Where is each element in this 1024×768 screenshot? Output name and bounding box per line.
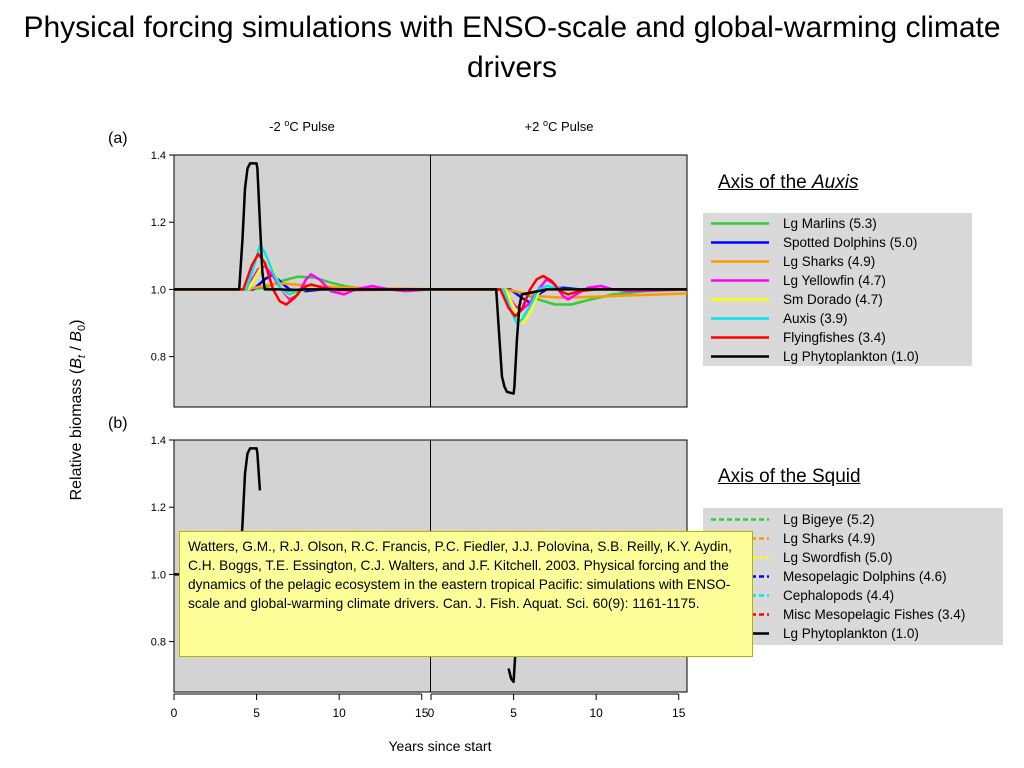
x-axis-title: Years since start [389,738,492,754]
x-tick-label: 5 [510,706,517,720]
panel-label: (b) [108,415,128,432]
legend-swatch [711,336,769,339]
panel-label: (a) [108,130,128,147]
legend-label: Lg Marlins (5.3) [783,216,877,231]
series-line [507,641,518,684]
legend-label: Flyingfishes (3.4) [783,330,886,345]
legend-label: Auxis (3.9) [783,311,848,326]
legend-entry: Lg Bigeye (5.2) [703,510,1003,529]
legend-label: Sm Dorado (4.7) [783,292,883,307]
legend-label: Lg Swordfish (5.0) [783,550,893,565]
y-tick-label: 1.2 [151,217,166,229]
legend-swatch [711,222,769,225]
legend-swatch [711,260,769,263]
y-tick-label: 1.4 [151,150,166,162]
citation-box: Watters, G.M., R.J. Olson, R.C. Francis,… [179,531,753,657]
legend-label: Lg Yellowfin (4.7) [783,273,886,288]
y-tick-label: 0.8 [151,352,166,364]
legend-label: Lg Phytoplankton (1.0) [783,626,919,641]
legend-label: Lg Sharks (4.9) [783,254,876,269]
legend-label: Lg Bigeye (5.2) [783,512,875,527]
x-tick-label: 0 [428,706,435,720]
y-tick-label: 1.0 [151,569,166,581]
legend-a-heading: Axis of the Auxis [718,172,859,193]
x-tick-label: 10 [332,706,346,720]
legend-swatch [711,241,769,244]
legend-entry: Sm Dorado (4.7) [703,290,1003,309]
y-tick-label: 1.0 [151,284,166,296]
panel-background [431,155,687,407]
legend-entry: Spotted Dolphins (5.0) [703,233,1003,252]
legend-label: Lg Sharks (4.9) [783,531,876,546]
legend-label: Misc Mesopelagic Fishes (3.4) [783,607,966,622]
series-line [174,252,431,306]
legend-entry: Lg Marlins (5.3) [703,214,1003,233]
legend-swatch [711,279,769,282]
legend-entry: Auxis (3.9) [703,309,1003,328]
legend-label: Cephalopods (4.4) [783,588,895,603]
y-tick-label: 1.4 [151,435,166,447]
x-tick-label: 0 [171,706,178,720]
series-line [431,274,687,318]
x-tick-label: 15 [672,706,686,720]
x-tick-label: 5 [253,706,260,720]
series-line [431,288,688,300]
column-title: -2 oC Pulse [269,118,335,134]
legend-swatch [711,518,769,521]
y-axis-title: Relative biomass (Bt / B0) [68,320,88,501]
legend-swatch [711,317,769,320]
x-tick-label: 10 [589,706,603,720]
legend-entry: Lg Yellowfin (4.7) [703,271,1003,290]
legend-label: Lg Phytoplankton (1.0) [783,349,919,364]
legend-a: Lg Marlins (5.3) Spotted Dolphins (5.0) Lg… [703,213,972,366]
series-line [431,284,687,325]
legend-entry: Lg Phytoplankton (1.0) [703,347,1003,366]
legend-entry: Flyingfishes (3.4) [703,328,1003,347]
column-title: +2 oC Pulse [525,118,594,134]
legend-label: Mesopelagic Dolphins (4.6) [783,569,947,584]
y-tick-label: 1.2 [151,502,166,514]
x-tick-label: 15 [415,706,429,720]
series-line [174,162,430,292]
legend-b-heading: Axis of the Squid [718,466,861,487]
slide-title: Physical forcing simulations with ENSO-s… [23,11,1001,84]
series-line [174,264,431,301]
panel-background [174,155,430,407]
legend-swatch [711,298,769,301]
legend-swatch [711,355,769,358]
y-tick-label: 0.8 [151,637,166,649]
legend-label: Spotted Dolphins (5.0) [783,235,918,250]
legend-entry: Lg Sharks (4.9) [703,252,1003,271]
series-line [431,288,687,395]
